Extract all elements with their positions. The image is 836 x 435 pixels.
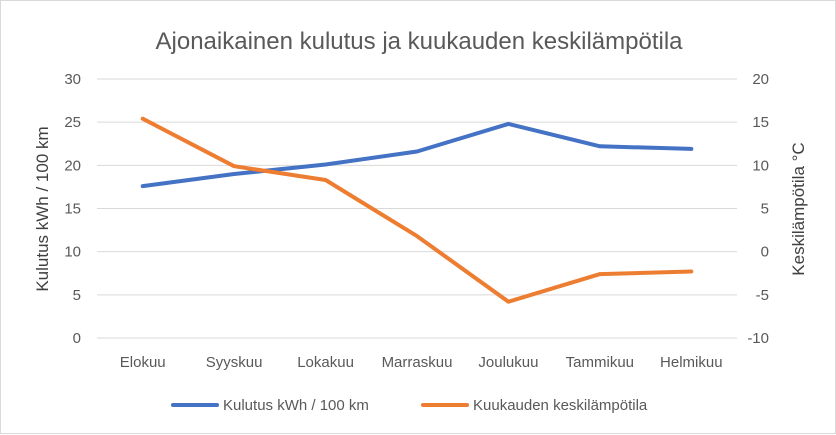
right-tick-label: -5: [756, 287, 769, 304]
right-tick-label: 0: [761, 244, 769, 261]
chart-title: Ajonaikainen kulutus ja kuukauden keskil…: [156, 28, 684, 55]
right-axis-ticks: -10 -5 0 5 10 15 20: [747, 71, 769, 347]
left-tick-label: 0: [73, 330, 81, 347]
x-tick-label: Lokakuu: [297, 354, 354, 371]
x-tick-label: Syyskuu: [206, 354, 263, 371]
right-tick-label: 10: [752, 157, 769, 174]
x-tick-label: Tammikuu: [566, 354, 634, 371]
gridlines: [97, 78, 737, 339]
x-tick-label: Joulukuu: [478, 354, 538, 371]
series-line-2: [140, 116, 694, 304]
left-tick-label: 10: [64, 244, 81, 261]
right-tick-label: 15: [752, 114, 769, 131]
series-lines: [140, 116, 694, 304]
y2-axis-label: Keskilämpötila °C: [789, 142, 808, 275]
x-axis-ticks: Elokuu Syyskuu Lokakuu Marraskuu Joulukuu Tam…: [120, 354, 723, 371]
left-tick-label: 15: [64, 201, 81, 218]
left-tick-label: 20: [64, 157, 81, 174]
right-tick-label: -10: [747, 330, 769, 347]
legend-label-1: Kulutus kWh / 100 km: [223, 397, 369, 414]
legend: Kulutus kWh / 100 km Kuukauden keskilämpö…: [171, 397, 648, 414]
left-tick-label: 5: [73, 287, 81, 304]
x-tick-label: Elokuu: [120, 354, 166, 371]
left-axis-ticks: 0 5 10 15 20 25 30: [64, 71, 81, 347]
x-tick-label: Helmikuu: [660, 354, 723, 371]
x-tick-label: Marraskuu: [382, 354, 453, 371]
legend-label-2: Kuukauden keskilämpötila: [473, 397, 648, 414]
y-axis-label: Kulutus kWh / 100 km: [33, 126, 52, 291]
left-tick-label: 25: [64, 114, 81, 131]
right-tick-label: 5: [761, 201, 769, 218]
series-line-1: [140, 121, 694, 189]
left-tick-label: 30: [64, 71, 81, 88]
right-tick-label: 20: [752, 71, 769, 88]
